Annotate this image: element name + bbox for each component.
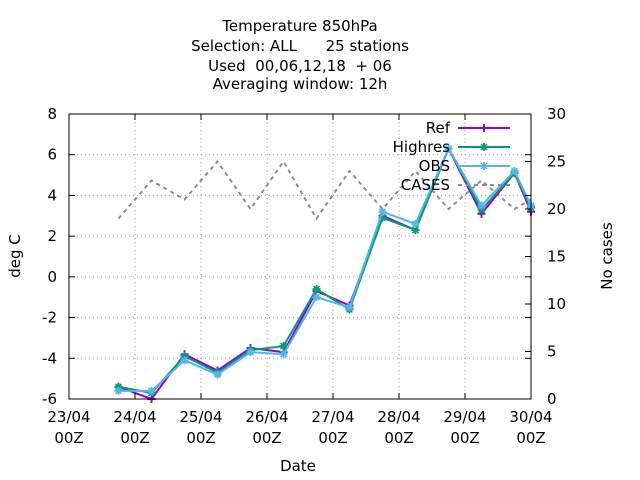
x-tick-label-time: 00Z	[120, 429, 149, 447]
y-axis-label: deg C	[6, 234, 24, 278]
x-tick-label-time: 00Z	[252, 429, 281, 447]
data-point-obs	[510, 167, 519, 175]
data-point-obs	[246, 348, 255, 357]
series-line-obs	[118, 146, 532, 392]
legend-label-highres: Highres	[393, 138, 451, 156]
marker-stroke	[246, 348, 255, 356]
legend-marker-ref	[480, 124, 488, 132]
legend-item-highres: Highres	[393, 138, 510, 156]
y2-tick-label: 20	[547, 200, 566, 218]
x-tick-label: 27/04	[311, 408, 354, 426]
x-tick-label: 29/04	[443, 408, 486, 426]
x-tick-label: 26/04	[245, 408, 288, 426]
x-tick-label: 24/04	[113, 408, 156, 426]
marker-stroke	[411, 226, 420, 234]
y2-tick-label: 10	[547, 295, 566, 313]
x-tick-label: 28/04	[377, 408, 420, 426]
y-tick-label: -6	[42, 390, 57, 408]
series-line-cases	[117, 159, 532, 221]
data-point-highres	[312, 285, 321, 294]
y2-tick-label: 0	[547, 390, 557, 408]
title-line-2: Selection: ALL 25 stations	[191, 37, 409, 55]
y-tick-label: 0	[47, 268, 57, 286]
x-tick-label-time: 00Z	[186, 429, 215, 447]
series-cases	[117, 159, 532, 221]
title-line-1: Temperature 850hPa	[221, 17, 378, 35]
series-obs	[114, 144, 535, 395]
marker-stroke	[213, 371, 222, 379]
legend-label-cases: CASES	[401, 176, 450, 194]
legend-label-obs: OBS	[419, 157, 450, 175]
plot-frame	[68, 113, 532, 400]
title-line-3: Used 00,06,12,18 + 06	[208, 57, 392, 75]
data-point-obs	[279, 350, 288, 359]
legend-marker-obs	[480, 162, 488, 170]
y-tick-label: -2	[42, 309, 57, 327]
data-point-obs	[477, 201, 486, 210]
series-line-highres	[118, 146, 532, 394]
marker-stroke	[180, 356, 189, 364]
y2-axis-label: No cases	[598, 222, 616, 290]
grid	[69, 114, 531, 399]
marker-stroke	[444, 145, 453, 153]
x-tick-label-time: 00Z	[450, 429, 479, 447]
data-point-obs	[378, 207, 387, 216]
x-tick-label-time: 00Z	[516, 429, 545, 447]
y-tick-label: -4	[42, 349, 57, 367]
y-tick-label: 2	[47, 227, 57, 245]
y-tick-label: 4	[47, 186, 57, 204]
data-point-obs	[213, 370, 222, 379]
series-highres	[114, 144, 535, 397]
x-tick-label: 30/04	[509, 408, 552, 426]
series-layer	[114, 144, 535, 403]
title-line-4: Averaging window: 12h	[213, 75, 388, 93]
legend-item-ref: Ref	[426, 119, 510, 137]
data-point-obs	[444, 144, 453, 153]
axes: -6 -4 -2 0 2 4 6 8 0 5 10 15 20 25 30 23/04 00Z 24/04 00Z 2…	[42, 105, 566, 447]
marker-stroke	[279, 342, 288, 350]
marker-stroke	[378, 208, 387, 216]
x-tick-label: 25/04	[179, 408, 222, 426]
marker-stroke	[312, 285, 321, 293]
marker-stroke	[510, 167, 519, 175]
y-tick-label: 8	[47, 105, 57, 123]
marker-stroke	[411, 220, 420, 228]
data-point-highres	[279, 342, 288, 351]
legend-item-cases: CASES	[401, 176, 510, 194]
marker-stroke	[480, 143, 488, 151]
data-point-obs	[114, 386, 123, 395]
marker-stroke	[279, 350, 288, 358]
marker-stroke	[477, 202, 486, 210]
data-point-obs	[180, 356, 189, 365]
x-tick-label-time: 00Z	[318, 429, 347, 447]
data-point-obs	[147, 386, 156, 395]
y2-tick-label: 30	[547, 105, 566, 123]
x-tick-label-time: 00Z	[384, 429, 413, 447]
marker-stroke	[345, 303, 354, 311]
marker-stroke	[147, 387, 156, 395]
y2-tick-label: 15	[547, 248, 566, 266]
data-point-obs	[345, 303, 354, 312]
y2-tick-label: 5	[547, 343, 557, 361]
x-tick-label: 23/04	[47, 408, 90, 426]
chart-title: Temperature 850hPa Selection: ALL 25 sta…	[191, 17, 409, 93]
y2-tick-label: 25	[547, 153, 566, 171]
marker-stroke	[480, 162, 488, 170]
y-tick-label: 6	[47, 146, 57, 164]
legend-marker-highres	[480, 143, 488, 151]
data-point-obs	[312, 293, 321, 302]
marker-stroke	[114, 387, 123, 395]
legend-label-ref: Ref	[426, 119, 451, 137]
x-tick-label-time: 00Z	[54, 429, 83, 447]
x-axis-label: Date	[280, 457, 316, 475]
legend-item-obs: OBS	[419, 157, 510, 175]
marker-stroke	[312, 293, 321, 301]
data-point-obs	[411, 219, 420, 228]
